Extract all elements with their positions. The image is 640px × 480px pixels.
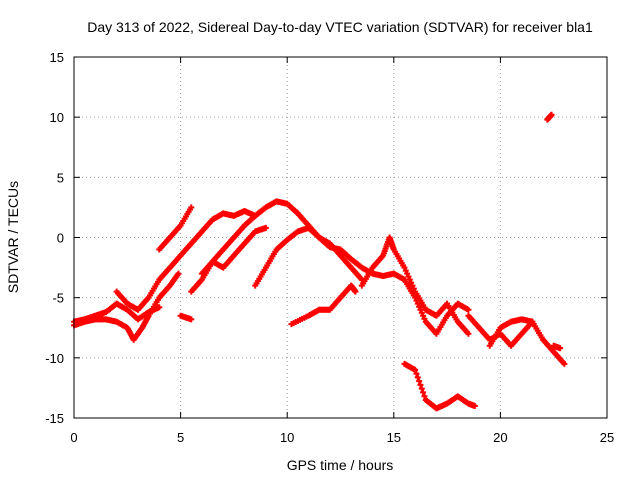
data-point [465,306,472,313]
data-point [465,330,472,337]
data-point [188,204,195,211]
y-tick-label: 5 [57,170,64,185]
series-arc-11 [401,360,478,412]
chart-title: Day 313 of 2022, Sidereal Day-to-day VTE… [87,19,593,35]
x-tick-label: 15 [387,430,401,445]
series-arc-10 [358,234,472,337]
series-arc-15 [550,342,564,352]
series-arc-5 [177,312,195,323]
data-point [416,378,423,385]
data-point [421,315,428,322]
data-point [262,224,269,231]
data-point [414,374,421,381]
data-point [412,366,419,373]
y-axis-label: SDTVAR / TECUs [5,181,21,293]
data-point [548,111,555,118]
y-tick-label: -15 [45,411,64,426]
series-arc-2 [71,270,182,343]
series-arc-8 [252,224,472,337]
data-point [156,304,163,311]
data-point [561,360,568,367]
series-arc-3 [113,208,259,313]
data-point [401,264,408,271]
series-arc-1 [71,300,163,325]
data-point [418,385,425,392]
axis-ticks: 0 5 10 15 20 25 -15 -10 -5 0 5 10 15 [45,50,614,445]
data-point [405,273,412,280]
data-point [352,288,359,295]
data-point [406,276,413,283]
plot-frame [73,56,608,419]
x-tick-label: 5 [177,430,184,445]
y-tick-label: -10 [45,351,64,366]
grid-lines [74,57,607,418]
data-point [409,282,416,289]
data-point [413,370,420,377]
data-points [71,111,568,412]
y-tick-label: -5 [52,291,64,306]
series-arc-13 [486,316,536,349]
data-point [410,285,417,292]
data-point [402,267,409,274]
x-tick-label: 20 [493,430,507,445]
data-point [421,393,428,400]
data-point [471,402,478,409]
data-point [416,303,423,310]
x-tick-label: 10 [280,430,294,445]
data-point [175,270,182,277]
x-axis-label: GPS time / hours [287,457,394,473]
data-point [417,381,424,388]
y-tick-label: 15 [50,50,64,65]
data-point [408,279,415,286]
y-tick-label: 10 [50,110,64,125]
data-point [420,389,427,396]
data-point [420,312,427,319]
data-point [188,316,195,323]
data-point [404,270,411,277]
series-arc-14 [544,111,555,123]
data-point [418,309,425,316]
series-arc-7 [198,224,269,277]
data-point [557,345,564,352]
x-tick-label: 0 [70,430,77,445]
series-arc-4 [156,204,195,253]
data-point [529,318,536,325]
x-tick-label: 25 [600,430,614,445]
series-arc-9 [288,282,359,328]
y-tick-label: 0 [57,231,64,246]
data-point [417,306,424,313]
